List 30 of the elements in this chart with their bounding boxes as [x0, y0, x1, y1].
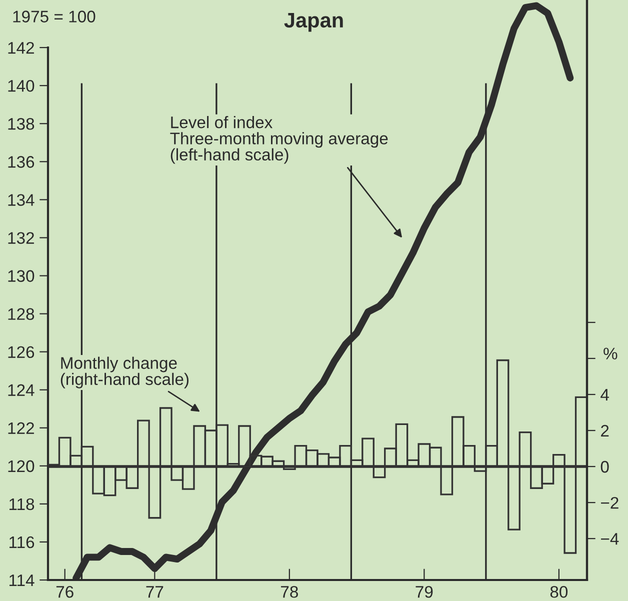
y-tick-label: 134 — [8, 194, 34, 206]
y-tick-label: 130 — [8, 270, 34, 282]
annotation: Level of index Three-month moving average (left-hand scale) — [170, 116, 388, 164]
y-tick-label: 128 — [8, 308, 34, 320]
y-tick-label: 124 — [8, 384, 34, 396]
x-tick-label: 78 — [281, 586, 298, 598]
y2-tick-label: 0 — [600, 460, 609, 473]
x-tick-label: 80 — [550, 586, 568, 598]
y-tick-label: 126 — [8, 346, 34, 358]
y-tick-label: 132 — [8, 232, 34, 244]
annotation: Monthly change (right-hand scale) — [60, 356, 189, 388]
y-tick-label: 140 — [8, 80, 34, 92]
y-tick-label: 122 — [8, 422, 34, 434]
y-tick-label: 120 — [8, 460, 34, 472]
y-tick-label: 138 — [8, 118, 34, 130]
y2-axis-title: % — [604, 348, 618, 360]
y-tick-label: 114 — [10, 574, 34, 586]
y-axis-title: 1975 = 100 — [13, 10, 96, 22]
y-tick-label: 136 — [8, 156, 34, 168]
x-tick-label: 76 — [56, 586, 74, 598]
y-tick-label: 118 — [10, 498, 34, 510]
y2-tick-label: 4 — [600, 389, 609, 401]
text: Japan — [284, 13, 343, 32]
x-tick-label: 79 — [416, 586, 433, 598]
y2-tick-label: 2 — [601, 424, 609, 437]
x-tick-label: 77 — [146, 586, 164, 598]
y2-tick-label: −2 — [601, 496, 618, 509]
y2-tick-label: −4 — [601, 533, 619, 545]
y-tick-label: 116 — [10, 536, 34, 548]
y-tick-label: 142 — [8, 42, 34, 54]
